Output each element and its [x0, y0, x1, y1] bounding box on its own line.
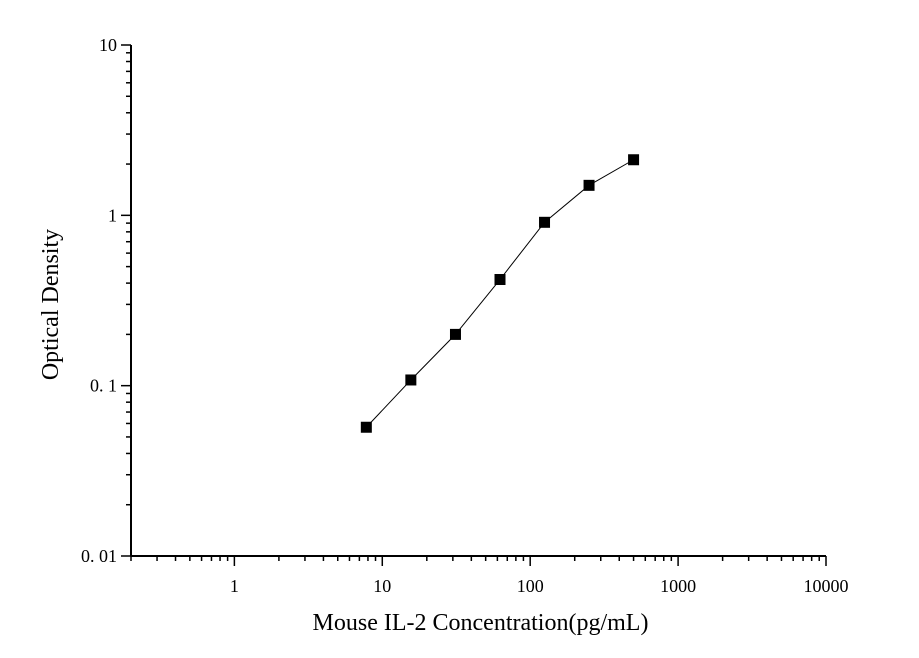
- data-point: [628, 154, 640, 166]
- data-point: [405, 374, 417, 386]
- y-tick-label: 0. 01: [81, 546, 117, 566]
- y-tick-label: 10: [99, 35, 117, 55]
- y-tick-label: 0. 1: [90, 376, 117, 396]
- x-tick-label: 100: [517, 576, 544, 596]
- tick-labels: 1 10 100 1000 10000 0. 01 0. 1 1 10: [81, 35, 849, 596]
- y-axis-title: Optical Density: [38, 229, 64, 380]
- data-point: [360, 421, 372, 433]
- ticks: [121, 44, 827, 566]
- data-point: [494, 274, 506, 286]
- x-tick-label: 1000: [660, 576, 696, 596]
- data-point: [539, 216, 551, 228]
- x-tick-label: 1: [230, 576, 239, 596]
- x-axis-title: Mouse IL-2 Concentration(pg/mL): [313, 610, 649, 636]
- x-tick-label: 10: [373, 576, 391, 596]
- x-tick-label: 10000: [804, 576, 849, 596]
- y-tick-label: 1: [108, 205, 117, 225]
- series: [360, 154, 640, 433]
- axes: [130, 45, 826, 557]
- series-line: [365, 159, 634, 428]
- data-point: [449, 328, 461, 340]
- data-point: [583, 179, 595, 191]
